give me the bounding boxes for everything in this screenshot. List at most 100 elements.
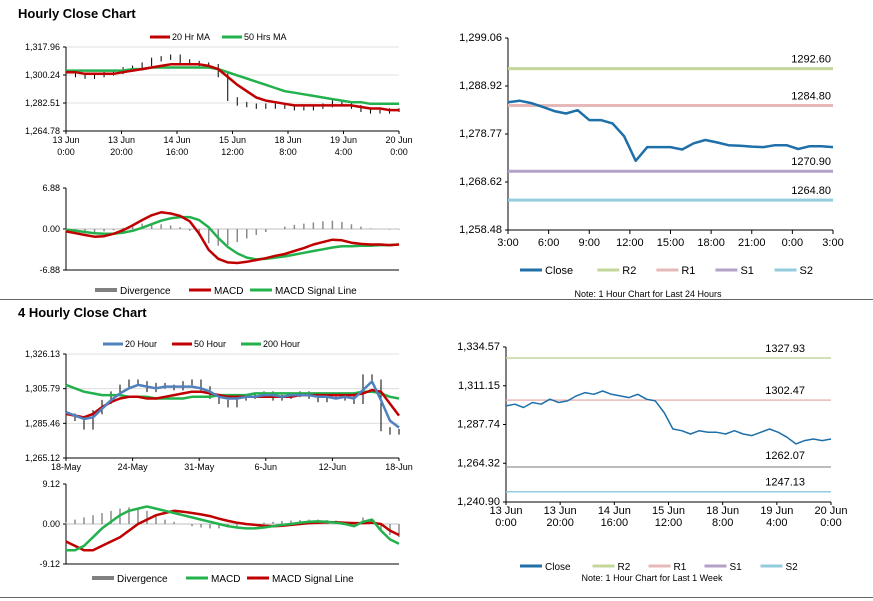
close-line: [505, 390, 832, 445]
x-tick-label: 15 Jun: [652, 505, 685, 517]
x-tick-label: 6:00: [538, 237, 559, 249]
legend-label: 20 Hour: [125, 339, 157, 349]
x-tick-label: 18-Jun: [385, 462, 413, 472]
section-title-hourly: Hourly Close Chart: [18, 6, 136, 21]
x-tick-label: 13 Jun: [108, 135, 135, 145]
y-tick-label: 1,334.57: [457, 341, 500, 353]
legend-label: R2: [618, 562, 631, 573]
x-tick-label: 0:00: [820, 517, 841, 529]
close-line: [507, 99, 834, 163]
macd-line: [65, 211, 400, 265]
level-label-s1: 1270.90: [791, 156, 831, 168]
y-tick-label: 1,288.92: [459, 80, 502, 92]
x-tick-label: 12:00: [221, 147, 244, 157]
legend-label: S1: [730, 562, 743, 573]
x-tick-label: 3:00: [822, 237, 843, 249]
y-tick-label: 1,258.48: [459, 224, 502, 236]
x-tick-label: 16:00: [601, 517, 629, 529]
y-tick-label: 1,305.79: [25, 384, 60, 394]
x-tick-label: 12:00: [616, 237, 644, 249]
y-tick-label: 1,240.90: [457, 496, 500, 508]
x-tick-label: 0:00: [57, 147, 75, 157]
ma-50-line: [66, 66, 399, 106]
legend-label: Close: [545, 562, 571, 573]
x-tick-label: 4:00: [335, 147, 353, 157]
level-label-s2: 1247.13: [765, 477, 805, 489]
x-tick-label: 14 Jun: [163, 135, 190, 145]
legend-label: S1: [740, 265, 753, 277]
level-label-r1: 1302.47: [765, 385, 805, 397]
ma-20-line: [65, 380, 400, 429]
x-tick-label: 21:00: [738, 237, 766, 249]
legend-label: MACD: [211, 574, 240, 585]
legend-label: R1: [674, 562, 687, 573]
x-tick-label: 24-May: [118, 462, 149, 472]
y-tick-label: 1,264.32: [457, 457, 500, 469]
x-tick-label: 19 Jun: [760, 505, 793, 517]
y-tick-label: 0.00: [42, 224, 60, 234]
ma-20-line: [66, 63, 399, 112]
x-tick-label: 0:00: [495, 517, 516, 529]
legend-label: R1: [681, 265, 695, 277]
level-label-r2: 1292.60: [791, 54, 831, 66]
x-tick-label: 8:00: [279, 147, 297, 157]
legend-label: S2: [800, 265, 813, 277]
y-tick-label: 1,265.12: [25, 453, 60, 463]
bottom-divider: [0, 597, 873, 598]
legend-label: Divergence: [117, 574, 168, 585]
legend-label: 200 Hour: [263, 339, 300, 349]
x-tick-label: 20:00: [110, 147, 133, 157]
x-tick-label: 20 Jun: [814, 505, 847, 517]
y-tick-label: 1,300.24: [25, 70, 60, 80]
y-tick-label: 1,268.62: [459, 176, 502, 188]
legend-label: Divergence: [120, 286, 171, 297]
y-tick-label: 1,311.15: [458, 380, 500, 392]
level-label-r1: 1284.80: [791, 90, 831, 102]
signal-line: [65, 215, 400, 261]
x-tick-label: 9:00: [579, 237, 600, 249]
y-tick-label: 1,317.96: [25, 42, 60, 52]
x-tick-label: 13 Jun: [52, 135, 79, 145]
y-tick-label: -6.88: [39, 265, 60, 275]
y-tick-label: 9.12: [42, 479, 60, 489]
x-tick-label: 12-Jun: [319, 462, 347, 472]
x-tick-label: 15 Jun: [219, 135, 246, 145]
y-tick-label: 1,287.74: [457, 419, 500, 431]
legend-label: R2: [622, 265, 636, 277]
legend-label: 20 Hr MA: [172, 32, 210, 42]
x-tick-label: 3:00: [497, 237, 518, 249]
x-tick-label: 4:00: [766, 517, 787, 529]
x-tick-label: 20 Jun: [385, 135, 412, 145]
x-tick-label: 19 Jun: [330, 135, 357, 145]
x-tick-label: 20:00: [546, 517, 574, 529]
legend-label: MACD Signal Line: [275, 286, 357, 297]
x-tick-label: 13 Jun: [544, 505, 577, 517]
x-tick-label: 16:00: [166, 147, 189, 157]
section-divider: [0, 299, 873, 300]
y-tick-label: 0.00: [42, 519, 60, 529]
x-tick-label: 18:00: [697, 237, 725, 249]
section-title-4hourly: 4 Hourly Close Chart: [18, 305, 147, 320]
legend-label: 50 Hour: [194, 339, 226, 349]
x-tick-label: 8:00: [712, 517, 733, 529]
x-tick-label: 14 Jun: [598, 505, 631, 517]
y-tick-label: 6.88: [42, 183, 60, 193]
y-tick-label: 1,264.78: [25, 126, 60, 136]
chart-note: Note: 1 Hour Chart for Last 1 Week: [582, 573, 723, 583]
x-tick-label: 6-Jun: [255, 462, 278, 472]
x-tick-label: 31-May: [184, 462, 215, 472]
y-tick-label: -9.12: [39, 559, 60, 569]
ma-200-line: [65, 383, 400, 400]
y-tick-label: 1,299.06: [459, 32, 502, 44]
level-label-s1: 1262.07: [765, 450, 805, 462]
legend-label: MACD: [214, 286, 243, 297]
x-tick-label: 15:00: [657, 237, 685, 249]
x-tick-label: 18 Jun: [706, 505, 739, 517]
legend-label: S2: [786, 562, 799, 573]
legend-label: Close: [545, 265, 573, 277]
x-tick-label: 18 Jun: [274, 135, 301, 145]
x-tick-label: 12:00: [655, 517, 683, 529]
level-label-s2: 1264.80: [791, 185, 831, 197]
y-tick-label: 1,282.51: [25, 98, 60, 108]
